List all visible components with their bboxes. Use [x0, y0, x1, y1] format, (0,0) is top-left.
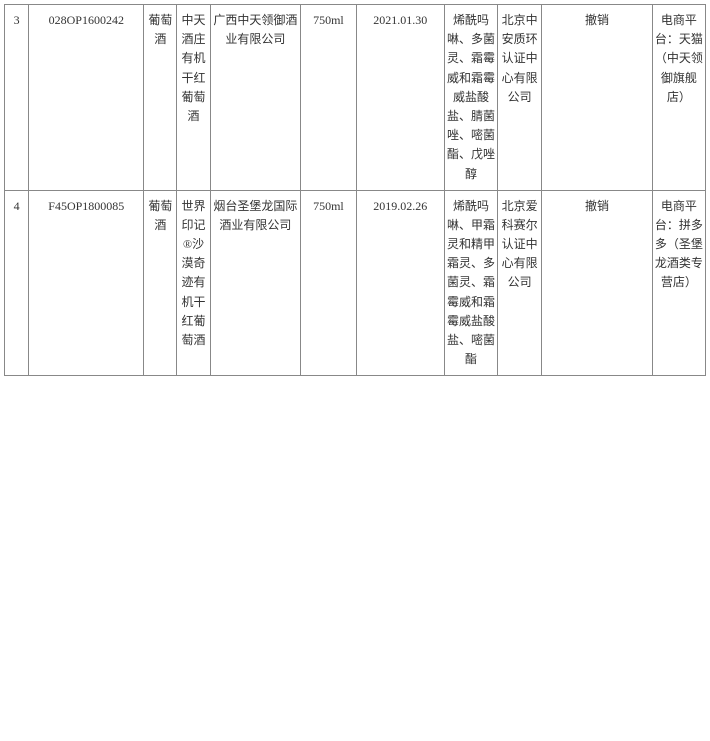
cell-category: 葡萄酒 — [144, 190, 177, 376]
cell-action: 撤销 — [542, 5, 653, 191]
table-row: 4 F45OP1800085 葡萄酒 世界印记®沙漠奇迹有机干红葡萄酒 烟台圣堡… — [5, 190, 706, 376]
cell-code: F45OP1800085 — [29, 190, 144, 376]
cell-substances: 烯酰吗啉、甲霜灵和精甲霜灵、多菌灵、霜霉威和霜霉威盐酸盐、嘧菌酯 — [445, 190, 498, 376]
data-table: 3 028OP1600242 葡萄酒 中天酒庄有机干红葡萄酒 广西中天领御酒业有… — [4, 4, 706, 376]
cell-index: 3 — [5, 5, 29, 191]
cell-code: 028OP1600242 — [29, 5, 144, 191]
cell-cert-body: 北京中安质环认证中心有限公司 — [498, 5, 542, 191]
cell-product-name: 世界印记®沙漠奇迹有机干红葡萄酒 — [177, 190, 210, 376]
cell-date: 2019.02.26 — [356, 190, 444, 376]
cell-action: 撤销 — [542, 190, 653, 376]
cell-channel: 电商平台：天猫（中天领御旗舰店） — [652, 5, 705, 191]
table-row: 3 028OP1600242 葡萄酒 中天酒庄有机干红葡萄酒 广西中天领御酒业有… — [5, 5, 706, 191]
cell-date: 2021.01.30 — [356, 5, 444, 191]
cell-category: 葡萄酒 — [144, 5, 177, 191]
cell-company: 广西中天领御酒业有限公司 — [210, 5, 301, 191]
cell-cert-body: 北京爱科赛尔认证中心有限公司 — [498, 190, 542, 376]
cell-channel: 电商平台：拼多多（圣堡龙酒类专营店） — [652, 190, 705, 376]
cell-company: 烟台圣堡龙国际酒业有限公司 — [210, 190, 301, 376]
cell-spec: 750ml — [301, 5, 356, 191]
cell-substances: 烯酰吗啉、多菌灵、霜霉威和霜霉威盐酸盐、腈菌唑、嘧菌酯、戊唑醇 — [445, 5, 498, 191]
cell-spec: 750ml — [301, 190, 356, 376]
cell-index: 4 — [5, 190, 29, 376]
cell-product-name: 中天酒庄有机干红葡萄酒 — [177, 5, 210, 191]
